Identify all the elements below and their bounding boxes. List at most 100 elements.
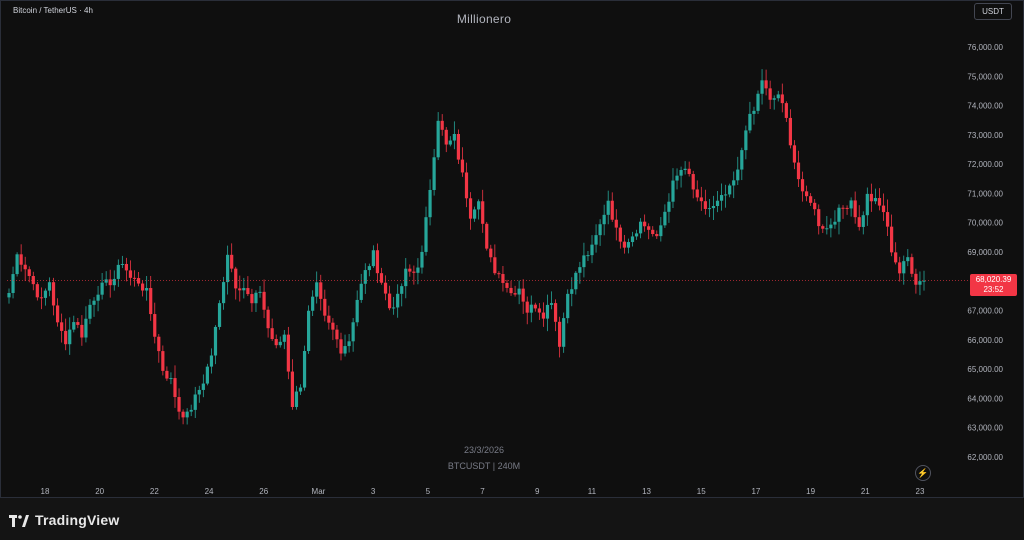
- candle-body: [558, 321, 562, 347]
- candle-body: [853, 200, 857, 218]
- candle-body: [177, 397, 181, 412]
- tradingview-logo[interactable]: TradingView: [9, 512, 119, 528]
- candle-body: [509, 287, 513, 294]
- candle-body: [715, 200, 720, 206]
- candle-body: [234, 268, 238, 289]
- x-tick-label: Mar: [312, 487, 326, 496]
- candle-body: [7, 293, 11, 298]
- y-tick-label: 66,000.00: [967, 336, 1003, 345]
- candle-body: [918, 281, 922, 285]
- candle-body: [15, 254, 19, 275]
- candle-body: [792, 145, 797, 163]
- candle-body: [27, 269, 31, 277]
- candle-body: [671, 180, 675, 202]
- price-chart[interactable]: 76,000.00 75,000.00 74,000.00 73,000.00 72,0…: [1, 1, 1024, 499]
- candle-body: [772, 98, 776, 100]
- candle-body: [562, 318, 566, 347]
- chart-panel[interactable]: 76,000.00 75,000.00 74,000.00 73,000.00 72,0…: [0, 0, 1024, 498]
- candle-body: [553, 303, 558, 322]
- candle-body: [84, 318, 88, 338]
- currency-button[interactable]: USDT: [974, 3, 1012, 20]
- candle-body: [881, 205, 886, 213]
- candle-body: [456, 133, 461, 160]
- candle-body: [323, 298, 327, 316]
- candle-body: [161, 351, 165, 371]
- candle-body: [189, 409, 193, 412]
- candle-body: [683, 168, 687, 171]
- candle-body: [728, 185, 732, 195]
- candle-body: [865, 193, 869, 216]
- candle-body: [408, 268, 412, 272]
- candle-body: [116, 264, 120, 279]
- candle-body: [703, 201, 707, 209]
- x-tick-label: 15: [697, 487, 706, 496]
- candle-body: [290, 371, 295, 407]
- candle-body: [513, 293, 517, 295]
- candle-body: [274, 339, 278, 346]
- candle-body: [258, 291, 262, 293]
- candle-body: [392, 307, 396, 309]
- x-tick-label: 20: [95, 487, 104, 496]
- candle-body: [610, 200, 614, 220]
- candle-body: [626, 242, 631, 248]
- watermark-date: 23/3/2026: [463, 445, 505, 455]
- time-axis[interactable]: 18 20 22 24 26 Mar 3 5 7 9 11 13 15 17 19 21 23: [41, 487, 925, 496]
- candle-body: [132, 277, 137, 279]
- candle-body: [651, 229, 655, 235]
- y-tick-label: 62,000.00: [967, 453, 1003, 462]
- candle-body: [242, 288, 246, 291]
- candle-body: [339, 339, 343, 354]
- candle-body: [590, 244, 594, 256]
- candle-body: [181, 411, 185, 418]
- x-tick-label: 5: [426, 487, 431, 496]
- candle-body: [23, 264, 27, 270]
- candle-body: [756, 93, 760, 111]
- candle-body: [667, 201, 671, 212]
- candle-body: [416, 267, 420, 273]
- candle-body: [736, 169, 740, 181]
- candle-body: [230, 254, 234, 269]
- candle-body: [505, 282, 509, 288]
- candle-body: [294, 391, 299, 407]
- y-tick-label: 70,000.00: [967, 219, 1003, 228]
- candle-body: [136, 278, 141, 284]
- candle-body: [43, 290, 48, 298]
- candle-body: [501, 274, 505, 283]
- candle-body: [412, 271, 416, 273]
- candle-body: [424, 217, 428, 252]
- candle-body: [213, 326, 218, 356]
- candle-body: [112, 278, 116, 286]
- candle-body: [788, 117, 792, 146]
- candle-body: [100, 282, 104, 295]
- candle-body: [72, 322, 76, 330]
- candle-body: [566, 293, 570, 319]
- candle-body: [302, 350, 307, 388]
- candle-body: [246, 288, 250, 295]
- candle-body: [873, 198, 878, 202]
- candle-body: [663, 211, 667, 226]
- candle-body: [594, 235, 598, 245]
- y-tick-label: 75,000.00: [967, 72, 1003, 81]
- candle-body: [477, 201, 481, 210]
- candle-body: [165, 370, 169, 379]
- lightning-icon[interactable]: ⚡: [915, 465, 931, 481]
- candle-body: [128, 270, 133, 278]
- price-axis[interactable]: 76,000.00 75,000.00 74,000.00 73,000.00 72,0…: [967, 43, 1003, 462]
- candle-body: [525, 301, 529, 313]
- candle-body: [622, 241, 626, 248]
- tradingview-mark-icon: [9, 514, 29, 527]
- watermark-symbol: BTCUSDT | 240M: [447, 461, 521, 471]
- symbol-title: Bitcoin / TetherUS · 4h: [13, 6, 93, 15]
- y-tick-label: 69,000.00: [967, 248, 1003, 257]
- x-tick-label: 7: [480, 487, 485, 496]
- candle-body: [748, 113, 752, 131]
- candle-body: [209, 355, 214, 367]
- candle-body: [906, 257, 910, 262]
- y-tick-label: 76,000.00: [967, 43, 1003, 52]
- y-tick-label: 74,000.00: [967, 102, 1003, 111]
- candle-body: [217, 303, 222, 327]
- candle-body: [307, 310, 311, 351]
- candle-body: [387, 293, 392, 309]
- candle-body: [760, 80, 764, 94]
- candle-body: [489, 248, 493, 258]
